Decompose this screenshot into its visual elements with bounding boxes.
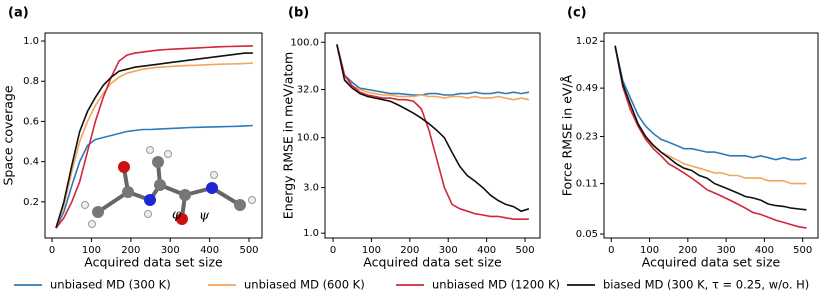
x-tick-label: 200 [400,245,419,256]
series-line [614,45,807,229]
y-tick-label: 0.4 [23,157,39,168]
y-tick-label: 0.49 [576,83,598,94]
chart-title: (b) [288,6,309,21]
axes-frame [324,32,541,239]
x-tick-label: 200 [678,245,697,256]
y-tick-label: 3.0 [303,183,319,194]
x-tick-label: 300 [439,245,458,256]
x-tick-label: 400 [755,245,774,256]
y-tick-label: 0.05 [576,229,598,240]
x-tick-label: 300 [717,245,736,256]
series-line [336,44,530,101]
x-tick-label: 0 [330,245,336,256]
plot-lines [336,44,530,220]
legend-label: unbiased MD (300 K) [50,278,171,292]
y-tick-label: 1.0 [303,228,319,239]
y-tick-label: 100.0 [290,37,319,48]
x-tick-label: 500 [239,245,258,256]
chart-title: (a) [8,6,29,21]
plot-lines [55,45,253,229]
y-tick-label: 0.23 [576,131,598,142]
x-tick-label: 100 [82,245,101,256]
series-line [55,52,253,229]
y-tick-label: 0.11 [576,179,598,190]
axes-frame [603,32,819,239]
x-tick-label: 0 [49,245,55,256]
y-tick-label: 0.2 [23,197,39,208]
series-line [614,45,807,185]
y-tick-label: 0.6 [23,116,39,127]
plot-lines [614,45,807,229]
x-tick-label: 400 [200,245,219,256]
series-line [336,44,530,213]
x-axis-label: Acquired data set size [642,255,781,270]
x-axis-label: Acquired data set size [363,255,502,270]
y-tick-label: 1.02 [576,36,598,47]
series-line [614,45,807,161]
legend-label: unbiased MD (1200 K) [432,278,560,292]
legend-label: unbiased MD (600 K) [244,278,365,292]
x-tick-label: 500 [793,245,812,256]
annotation: φ [172,208,182,223]
x-tick-label: 400 [477,245,496,256]
x-tick-label: 500 [515,245,534,256]
y-axis-label: Space coverage [1,85,16,185]
atoms [81,146,256,228]
x-tick-label: 200 [121,245,140,256]
series-line [55,62,253,229]
annotation: ψ [199,209,210,224]
legend-label: biased MD (300 K, τ = 0.25, w/o. H) [603,278,809,292]
series-line [336,44,529,220]
y-axis-label: Energy RMSE in meV/atom [281,52,296,219]
y-tick-label: 10.0 [297,133,319,144]
series-line [336,44,530,96]
x-tick-label: 100 [362,245,381,256]
x-tick-label: 300 [161,245,180,256]
series-line [55,45,253,229]
y-tick-label: 0.8 [23,76,39,87]
chart-title: (c) [567,6,587,21]
y-tick-label: 32.0 [297,84,319,95]
y-tick-label: 1.0 [23,36,39,47]
x-tick-label: 100 [640,245,659,256]
x-axis-label: Acquired data set size [84,255,223,270]
x-tick-label: 0 [608,245,614,256]
series-line [614,45,807,211]
axes-frame [44,32,263,239]
y-axis-label: Force RMSE in eV/Å [560,74,575,196]
series-line [55,124,253,229]
